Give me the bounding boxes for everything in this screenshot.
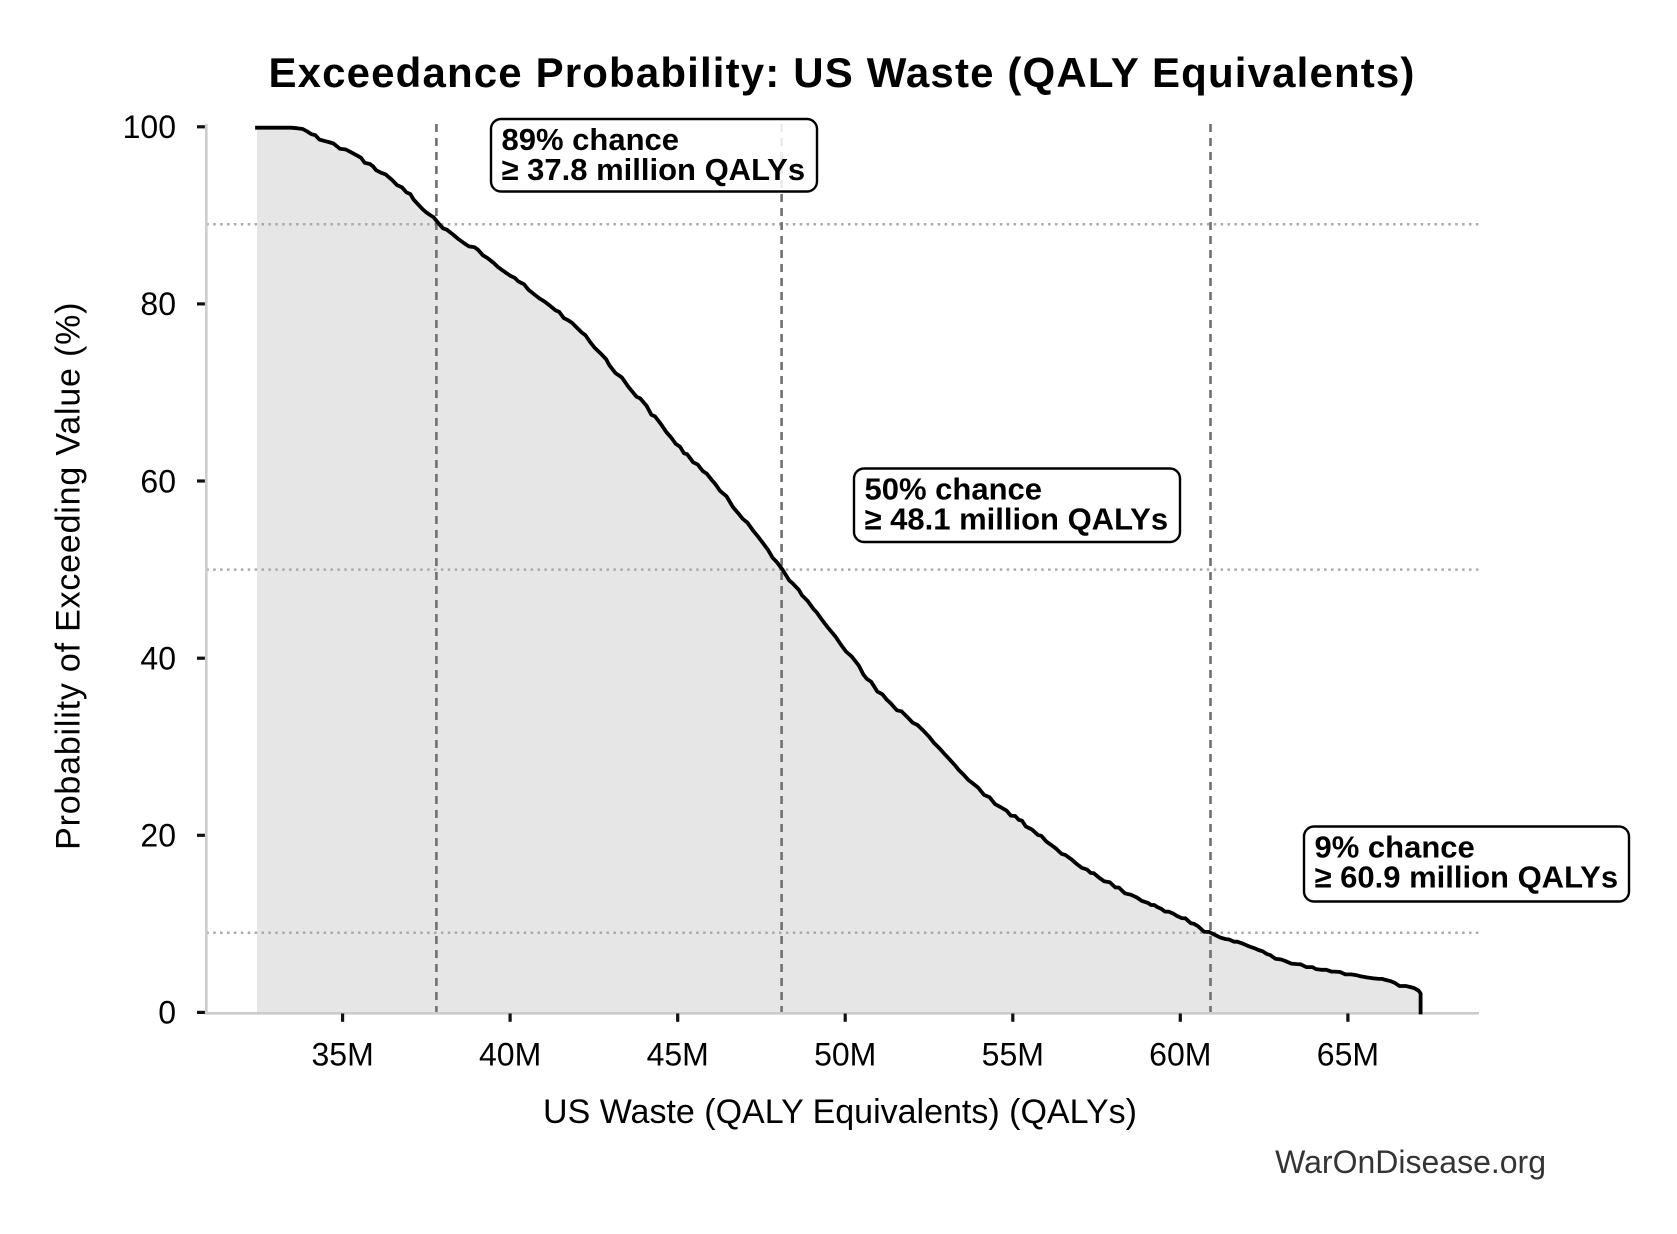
svg-text:40: 40 bbox=[140, 641, 176, 677]
svg-text:35M: 35M bbox=[311, 1037, 373, 1073]
svg-text:0: 0 bbox=[158, 995, 176, 1031]
svg-text:WarOnDisease.org: WarOnDisease.org bbox=[1275, 1144, 1546, 1180]
svg-text:65M: 65M bbox=[1317, 1037, 1379, 1073]
svg-text:50% chance: 50% chance bbox=[865, 472, 1043, 507]
svg-text:US Waste (QALY Equivalents) (Q: US Waste (QALY Equivalents) (QALYs) bbox=[543, 1093, 1137, 1131]
svg-text:55M: 55M bbox=[982, 1037, 1044, 1073]
svg-text:89% chance: 89% chance bbox=[502, 122, 680, 157]
svg-text:20: 20 bbox=[140, 818, 176, 854]
svg-text:60: 60 bbox=[140, 463, 176, 499]
svg-text:Probability of Exceeding Value: Probability of Exceeding Value (%) bbox=[50, 302, 88, 850]
svg-text:≥ 60.9 million QALYs: ≥ 60.9 million QALYs bbox=[1315, 860, 1619, 895]
svg-text:80: 80 bbox=[140, 286, 176, 322]
svg-text:50M: 50M bbox=[814, 1037, 876, 1073]
svg-text:45M: 45M bbox=[647, 1037, 709, 1073]
svg-text:40M: 40M bbox=[479, 1037, 541, 1073]
svg-text:60M: 60M bbox=[1149, 1037, 1211, 1073]
svg-text:100: 100 bbox=[123, 109, 176, 145]
svg-text:Exceedance Probability: US Was: Exceedance Probability: US Waste (QALY E… bbox=[268, 49, 1415, 96]
svg-text:≥ 48.1 million QALYs: ≥ 48.1 million QALYs bbox=[865, 502, 1169, 537]
svg-text:9% chance: 9% chance bbox=[1315, 830, 1475, 865]
svg-text:≥ 37.8 million QALYs: ≥ 37.8 million QALYs bbox=[502, 152, 806, 187]
